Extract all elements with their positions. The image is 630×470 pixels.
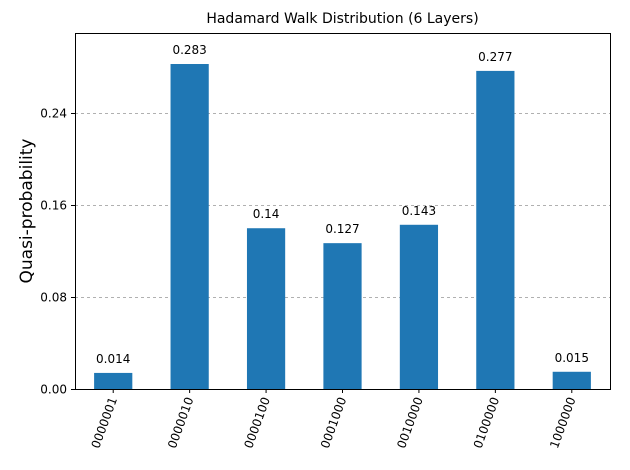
data-label-0000100: 0.14 <box>253 207 280 221</box>
x-tick-label-0010000: 0010000 <box>394 395 425 450</box>
data-label-0000001: 0.014 <box>96 352 130 366</box>
bar-0000100 <box>246 228 286 389</box>
x-tick-label-1000000: 1000000 <box>547 395 578 450</box>
x-tick-label-0000001: 0000001 <box>89 395 120 450</box>
data-label-1000000: 0.015 <box>555 351 589 365</box>
y-axis-label: Quasi-probability <box>17 139 37 284</box>
chart-title: Hadamard Walk Distribution (6 Layers) <box>206 11 478 27</box>
y-axis-ticks: 0.00 0.08 0.16 0.24 <box>40 107 75 397</box>
bar-0001000 <box>323 243 362 389</box>
x-axis-ticks: 0000001 0000010 0000100 0001000 0010000 01000… <box>89 389 579 450</box>
x-tick-label-0000010: 0000010 <box>165 395 196 450</box>
x-tick-label-0001000: 0001000 <box>318 395 349 450</box>
bar-0100000 <box>476 70 515 389</box>
data-label-0000010: 0.283 <box>172 43 206 57</box>
bar-0010000 <box>399 224 439 389</box>
y-tick-label: 0.24 <box>40 107 67 121</box>
data-label-0001000: 0.127 <box>325 222 359 236</box>
y-tick-label: 0.00 <box>40 383 67 397</box>
bar-1000000 <box>552 371 591 389</box>
bar-0000001 <box>94 372 133 389</box>
data-label-0100000: 0.277 <box>478 50 512 64</box>
bars <box>94 64 591 389</box>
data-labels: 0.014 0.283 0.14 0.127 0.143 0.277 0.015 <box>96 43 589 366</box>
x-tick-label-0100000: 0100000 <box>471 395 502 450</box>
bar-0000010 <box>170 64 209 389</box>
y-tick-label: 0.16 <box>40 199 67 213</box>
x-tick-label-0000100: 0000100 <box>241 395 272 450</box>
y-tick-label: 0.08 <box>40 291 67 305</box>
data-label-0010000: 0.143 <box>402 204 436 218</box>
grid-lines <box>75 113 610 298</box>
